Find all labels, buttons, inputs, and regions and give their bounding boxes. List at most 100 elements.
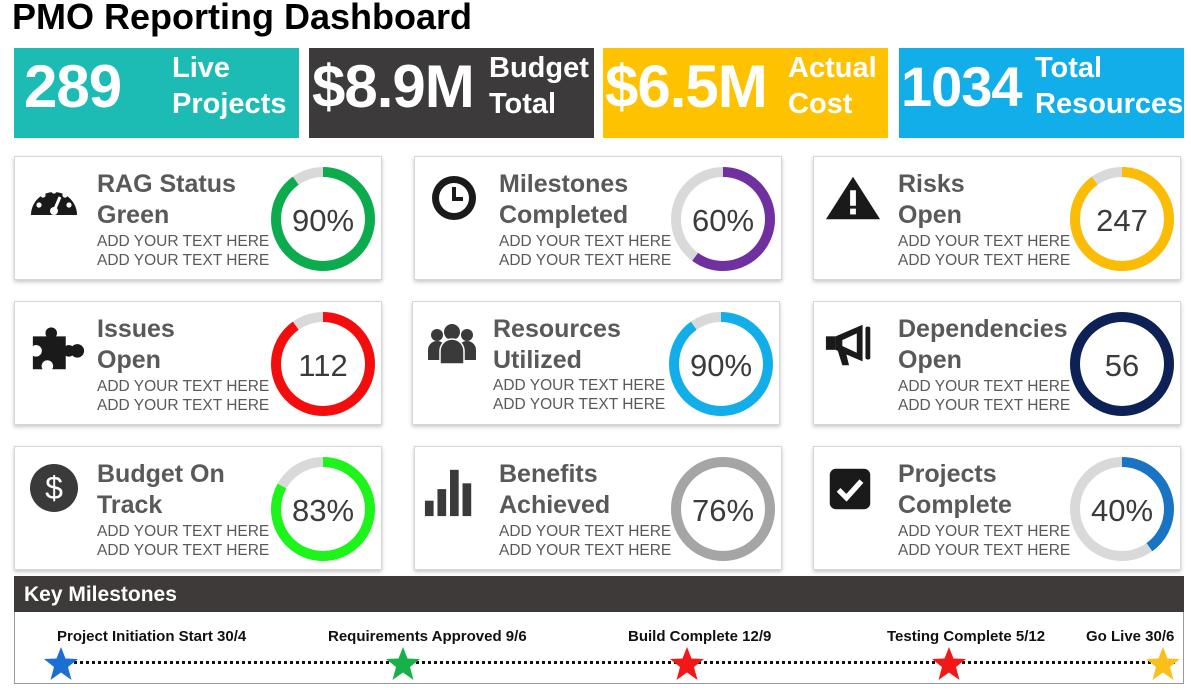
card-title-line2: Open (898, 346, 962, 374)
kpi-label-line1: Live (172, 52, 231, 84)
card-subtext-line2: ADD YOUR TEXT HERE (898, 542, 1071, 559)
card-subtext-line1: ADD YOUR TEXT HERE (499, 233, 672, 250)
card-subtext-line1: ADD YOUR TEXT HERE (97, 523, 270, 540)
ring-value: 247 (1096, 203, 1148, 238)
card-title-line1: RAG Status (97, 170, 236, 198)
card-title-line1: Risks (898, 170, 965, 198)
card-subtext: ADD YOUR TEXT HERE ADD YOUR TEXT HERE (97, 232, 269, 270)
card-budget-on-track: $ Budget On Track ADD YOUR TEXT HERE ADD… (14, 446, 382, 570)
kpi-label: Actual Cost (788, 50, 877, 122)
card-title: RAG Status Green (97, 169, 236, 231)
ring-value: 56 (1105, 348, 1139, 383)
card-title-line2: Complete (898, 491, 1012, 519)
card-subtext-line1: ADD YOUR TEXT HERE (898, 233, 1071, 250)
kpi-value: 1034 (901, 55, 1023, 118)
ring-value: 60% (692, 203, 754, 238)
card-rag-status: RAG Status Green ADD YOUR TEXT HERE ADD … (14, 156, 382, 280)
card-subtext-line2: ADD YOUR TEXT HERE (499, 542, 672, 559)
ring-value: 90% (690, 348, 752, 383)
card-subtext: ADD YOUR TEXT HERE ADD YOUR TEXT HERE (499, 232, 671, 270)
kpi-label: Live Projects (172, 50, 286, 122)
card-subtext: ADD YOUR TEXT HERE ADD YOUR TEXT HERE (493, 376, 665, 414)
page-title: PMO Reporting Dashboard (12, 0, 473, 37)
card-projects-complete: Projects Complete ADD YOUR TEXT HERE ADD… (813, 446, 1181, 570)
progress-ring: 112 (271, 312, 375, 416)
card-title-line2: Completed (499, 201, 629, 229)
card-title: Projects Complete (898, 459, 1012, 521)
card-benefits-achieved: Benefits Achieved ADD YOUR TEXT HERE ADD… (414, 446, 782, 570)
card-subtext: ADD YOUR TEXT HERE ADD YOUR TEXT HERE (898, 377, 1070, 415)
card-subtext-line2: ADD YOUR TEXT HERE (898, 252, 1071, 269)
puzzle-icon (32, 327, 85, 370)
ring-value: 83% (292, 493, 354, 528)
kpi-label: Budget Total (489, 50, 589, 122)
card-title: Dependencies Open (898, 314, 1068, 376)
progress-ring: 90% (271, 167, 375, 271)
kpi-total-resources: 1034 Total Resources (899, 48, 1184, 138)
checkbox-icon (829, 468, 871, 510)
card-resources-utilized: Resources Utilized ADD YOUR TEXT HERE AD… (412, 301, 780, 425)
card-subtext-line2: ADD YOUR TEXT HERE (499, 252, 672, 269)
progress-ring: 40% (1070, 457, 1174, 561)
kpi-value: $6.5M (605, 53, 768, 120)
kpi-value: 289 (24, 53, 122, 120)
milestone-star-icon (386, 647, 420, 680)
card-subtext-line2: ADD YOUR TEXT HERE (898, 397, 1071, 414)
milestone-star-icon (932, 647, 966, 680)
progress-ring: 90% (669, 312, 773, 416)
card-title: Issues Open (97, 314, 175, 376)
kpi-value: $8.9M (312, 53, 475, 120)
card-subtext-line2: ADD YOUR TEXT HERE (97, 397, 270, 414)
card-title-line2: Utilized (493, 346, 582, 374)
warning-icon (825, 176, 881, 220)
milestone-star-icon (670, 647, 704, 680)
card-milestones-completed: Milestones Completed ADD YOUR TEXT HERE … (414, 156, 782, 280)
kpi-label-line2: Cost (788, 88, 853, 120)
kpi-label-line2: Projects (172, 88, 287, 120)
card-subtext-line1: ADD YOUR TEXT HERE (499, 523, 672, 540)
card-subtext-line1: ADD YOUR TEXT HERE (97, 378, 270, 395)
progress-ring: 83% (271, 457, 375, 561)
gauge-icon (31, 188, 77, 215)
key-milestones-title: Key Milestones (14, 576, 1184, 612)
people-icon (428, 324, 476, 365)
card-title: Risks Open (898, 169, 965, 231)
progress-ring: 56 (1070, 312, 1174, 416)
card-subtext-line2: ADD YOUR TEXT HERE (97, 542, 270, 559)
milestone-star-icon (1146, 647, 1180, 680)
milestone-label: Project Initiation Start 30/4 (57, 628, 247, 645)
card-title-line1: Resources (493, 315, 621, 343)
card-subtext-line1: ADD YOUR TEXT HERE (898, 378, 1071, 395)
milestone-label: Requirements Approved 9/6 (328, 628, 527, 645)
megaphone-icon (825, 324, 871, 366)
card-issues-open: Issues Open ADD YOUR TEXT HERE ADD YOUR … (14, 301, 382, 425)
milestone-timeline: Project Initiation Start 30/4 Requiremen… (14, 612, 1184, 684)
card-title-line2: Track (97, 491, 163, 519)
kpi-label-line2: Total (489, 88, 557, 120)
card-title-line1: Issues (97, 315, 175, 343)
card-subtext-line2: ADD YOUR TEXT HERE (493, 396, 666, 413)
card-subtext-line1: ADD YOUR TEXT HERE (97, 233, 270, 250)
card-title-line2: Open (898, 201, 962, 229)
card-title-line1: Dependencies (898, 315, 1068, 343)
card-title: Milestones Completed (499, 169, 628, 231)
card-subtext-line1: ADD YOUR TEXT HERE (493, 377, 666, 394)
kpi-live-projects: 289 Live Projects (14, 48, 299, 138)
kpi-label-line1: Total (1035, 52, 1103, 84)
card-title-line1: Benefits (499, 460, 598, 488)
card-title-line1: Milestones (499, 170, 629, 198)
card-subtext: ADD YOUR TEXT HERE ADD YOUR TEXT HERE (898, 522, 1070, 560)
card-subtext: ADD YOUR TEXT HERE ADD YOUR TEXT HERE (97, 377, 269, 415)
ring-value: 76% (692, 493, 754, 528)
card-title-line1: Projects (898, 460, 997, 488)
key-milestones-panel: Key Milestones Project Initiation Start … (14, 576, 1184, 684)
ring-value: 90% (292, 203, 354, 238)
card-dependencies-open: Dependencies Open ADD YOUR TEXT HERE ADD… (813, 301, 1181, 425)
progress-ring: 76% (671, 457, 775, 561)
kpi-label: Total Resources (1035, 50, 1183, 122)
ring-value: 40% (1091, 493, 1153, 528)
kpi-label-line2: Resources (1035, 88, 1184, 120)
dollar-icon: $ (30, 464, 78, 512)
progress-ring: 247 (1070, 167, 1174, 271)
card-risks-open: Risks Open ADD YOUR TEXT HERE ADD YOUR T… (813, 156, 1181, 280)
